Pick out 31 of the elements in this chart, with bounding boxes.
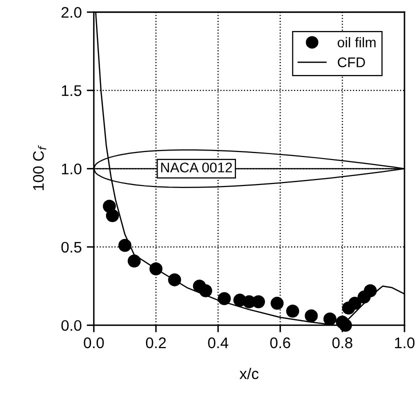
x-tick-label: 1.0 (395, 337, 415, 348)
point (168, 273, 182, 286)
legend-label: CFD (338, 57, 365, 68)
point (106, 209, 119, 222)
point (348, 296, 362, 310)
annotation: NACA 0012 (161, 162, 232, 172)
x-tick-label: 0.8 (332, 337, 352, 348)
x-tick-label: 0.2 (146, 337, 166, 348)
y-tick-label: 2.0 (62, 6, 82, 18)
point (149, 262, 162, 276)
point (218, 292, 231, 306)
y-tick-label: 0.0 (61, 320, 82, 331)
y-tick-label: 1.5 (62, 85, 82, 96)
point (286, 304, 300, 318)
y-tick-label: 1.0 (62, 164, 82, 174)
x-axis-title: x/c (240, 368, 259, 380)
y-tick-label: 0.5 (61, 242, 82, 253)
point (199, 284, 212, 298)
point (338, 318, 352, 332)
x-tick-label: 0.0 (84, 337, 104, 348)
point (118, 238, 132, 252)
x-tick-label: 0.4 (208, 337, 228, 348)
point (252, 295, 265, 308)
x-tick-label: 0.6 (270, 337, 290, 348)
point (128, 254, 141, 268)
point (323, 312, 336, 326)
y-axis-title: 100 C$_{f}$ (33, 145, 46, 190)
legend-label: oil film (338, 37, 376, 48)
point (304, 309, 318, 322)
point (270, 296, 284, 310)
point (364, 284, 377, 298)
